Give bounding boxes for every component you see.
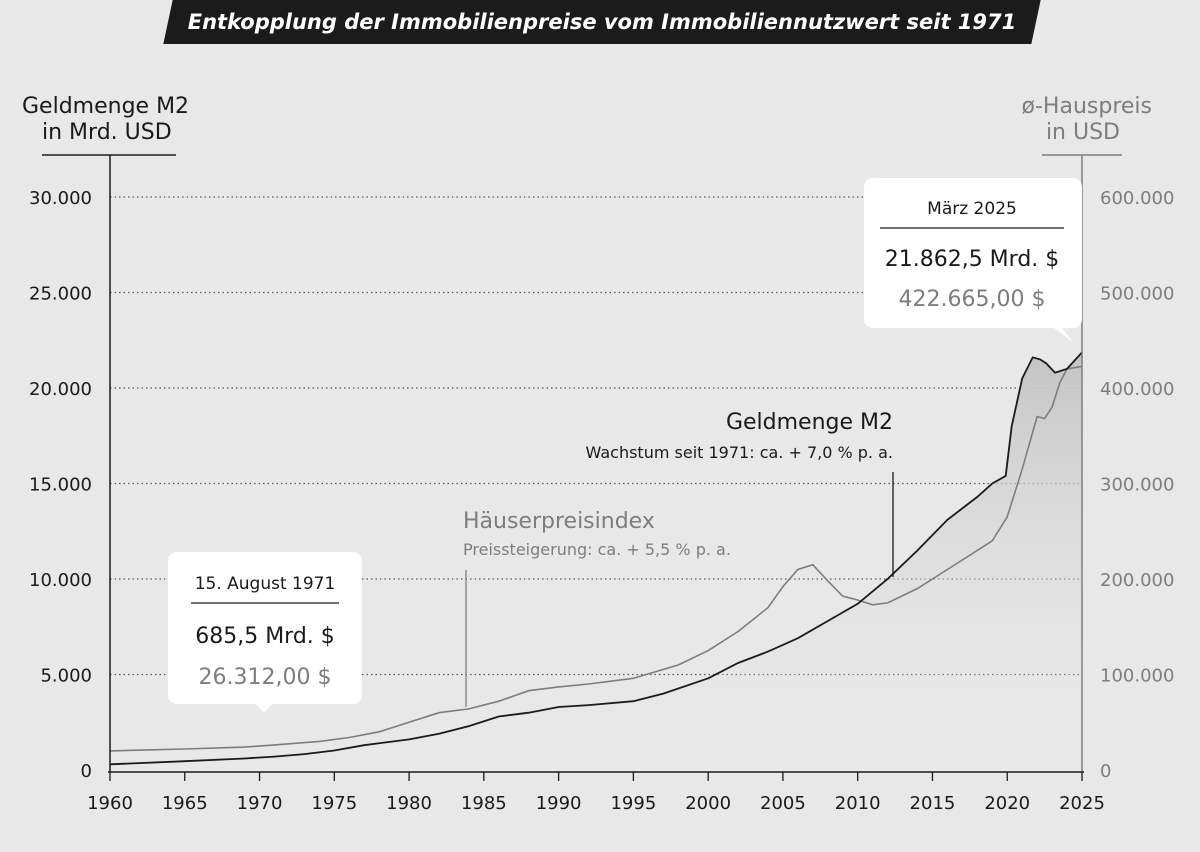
m2-area-fill (110, 352, 1082, 770)
callout-end-date: März 2025 (927, 199, 1017, 219)
left-tick-label: 0 (81, 761, 92, 782)
right-axis-title-line1: ø-Hauspreis (1022, 94, 1152, 119)
x-tick-label: 1975 (311, 793, 357, 814)
right-tick-label: 0 (1100, 761, 1111, 782)
x-tick-label: 2020 (984, 793, 1030, 814)
m2-annotation-subtitle: Wachstum seit 1971: ca. + 7,0 % p. a. (586, 443, 893, 462)
hpi-annotation-subtitle: Preissteigerung: ca. + 5,5 % p. a. (463, 540, 731, 559)
callout-end-price: 422.665,00 $ (899, 287, 1046, 312)
callout-start-date: 15. August 1971 (195, 574, 336, 594)
x-tick-label: 1985 (461, 793, 507, 814)
left-tick-label: 15.000 (29, 475, 92, 496)
x-tick-label: 1995 (610, 793, 656, 814)
x-tick-label: 1990 (536, 793, 582, 814)
x-tick-label: 2000 (685, 793, 731, 814)
x-tick-label: 2005 (760, 793, 806, 814)
left-tick-label: 20.000 (29, 379, 92, 400)
callout-start-price: 26.312,00 $ (199, 665, 332, 690)
right-tick-label: 500.000 (1100, 284, 1174, 305)
left-tick-label: 5.000 (40, 666, 92, 687)
callout-end-m2: 21.862,5 Mrd. $ (885, 247, 1060, 272)
callout-start-m2: 685,5 Mrd. $ (195, 624, 335, 649)
right-tick-label: 100.000 (1100, 666, 1174, 687)
right-tick-label: 300.000 (1100, 475, 1174, 496)
ticks-layer: 0 0 5.000 100.000 10.000 200.000 15.000 300.000… (29, 188, 1174, 814)
left-tick-label: 30.000 (29, 188, 92, 209)
x-tick-label: 1960 (87, 793, 133, 814)
x-tick-label: 1970 (237, 793, 283, 814)
left-axis-title-line1: Geldmenge M2 (22, 94, 189, 119)
hpi-annotation-title: Häuserpreisindex (463, 509, 655, 534)
x-tick-label: 2015 (910, 793, 956, 814)
x-tick-label: 1965 (162, 793, 208, 814)
m2-line (109, 351, 1083, 766)
right-axis-title-line2: in USD (1046, 120, 1120, 145)
m2-annotation-title: Geldmenge M2 (726, 410, 893, 435)
chart-title: Entkopplung der Immobilienpreise vom Imm… (187, 10, 1017, 34)
callout-start: 15. August 1971 685,5 Mrd. $ 26.312,00 $ (168, 552, 362, 713)
x-tick-label: 1980 (386, 793, 432, 814)
left-axis-title-line2: in Mrd. USD (42, 120, 172, 145)
x-tick-label: 2010 (835, 793, 881, 814)
house-price-line (109, 365, 1083, 752)
x-tick-label: 2025 (1059, 793, 1105, 814)
right-tick-label: 200.000 (1100, 570, 1174, 591)
left-tick-label: 25.000 (29, 284, 92, 305)
right-tick-label: 600.000 (1100, 188, 1174, 209)
callout-end: März 2025 21.862,5 Mrd. $ 422.665,00 $ (864, 178, 1082, 342)
right-tick-label: 400.000 (1100, 379, 1174, 400)
left-tick-label: 10.000 (29, 570, 92, 591)
